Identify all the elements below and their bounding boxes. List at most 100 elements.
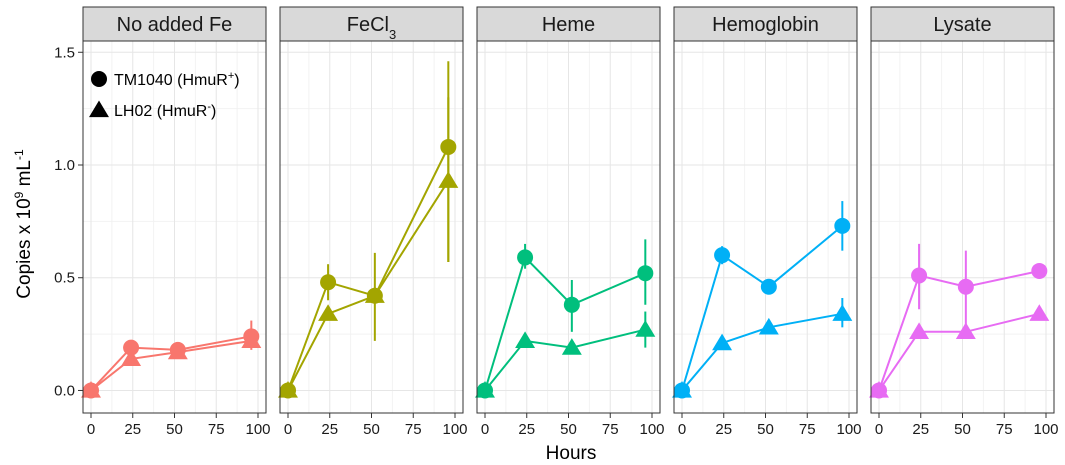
series-line <box>878 270 1040 391</box>
series-triangle <box>475 311 656 398</box>
data-point-triangle <box>909 322 930 339</box>
series-line <box>878 312 1040 392</box>
x-tick-label: 25 <box>912 421 929 438</box>
data-point-triangle <box>955 322 976 339</box>
y-tick-label: 0.0 <box>54 382 75 399</box>
data-point-triangle <box>672 380 692 398</box>
data-point-circle <box>911 267 928 284</box>
legend-entry-triangle: LH02 (HmuR-) <box>89 100 216 120</box>
data-point-circle <box>1031 262 1048 279</box>
x-tick-label: 50 <box>363 421 380 438</box>
data-point-triangle <box>475 380 495 398</box>
series-circle <box>674 201 851 399</box>
legend-label: TM1040 (HmuR+) <box>114 70 240 89</box>
data-point-circle <box>123 339 140 356</box>
panel-border <box>870 40 1055 414</box>
x-tick-label: 0 <box>87 421 95 438</box>
data-point-triangle <box>635 320 656 337</box>
legend-key-triangle <box>89 100 109 118</box>
x-tick-label: 100 <box>1033 421 1058 438</box>
data-point-triangle <box>278 380 298 398</box>
x-tick-label: 75 <box>405 421 422 438</box>
x-tick-label: 0 <box>481 421 489 438</box>
panel-lysate: Lysate 0 25 50 75 100 <box>869 6 1059 438</box>
series-line <box>681 225 843 391</box>
data-point-triangle <box>241 331 262 348</box>
x-tick-label: 75 <box>799 421 816 438</box>
series-triangle <box>81 331 262 398</box>
data-point-triangle <box>81 380 101 398</box>
panel-border <box>279 40 464 414</box>
data-point-triangle <box>869 380 889 398</box>
data-point-circle <box>517 249 534 266</box>
x-tick-label: 0 <box>678 421 686 438</box>
x-tick-label: 75 <box>602 421 619 438</box>
series-line <box>90 339 252 392</box>
y-tick-label: 1.5 <box>54 44 75 61</box>
panel-border <box>673 40 858 414</box>
x-tick-label: 25 <box>518 421 535 438</box>
y-tick-label: 1.0 <box>54 157 75 174</box>
data-point-circle <box>957 278 974 295</box>
series-line <box>90 335 252 392</box>
data-point-triangle <box>712 333 733 351</box>
x-tick-label: 25 <box>321 421 338 438</box>
data-point-triangle <box>758 317 779 335</box>
y-tick-label: 0.5 <box>54 270 75 287</box>
series-triangle <box>672 298 853 398</box>
panel-strip <box>82 6 267 42</box>
data-point-circle <box>637 265 654 282</box>
series-triangle <box>869 304 1050 398</box>
panel-strip <box>673 6 858 42</box>
legend-key-circle <box>91 71 107 87</box>
panel-border <box>476 40 661 414</box>
panel-strip <box>279 6 464 42</box>
panel-strip-label: No added Fe <box>117 14 233 36</box>
series-circle <box>871 243 1048 399</box>
x-axis-title: Hours <box>546 443 597 464</box>
x-tick-label: 100 <box>245 421 270 438</box>
panel-border <box>82 40 267 414</box>
data-point-triangle <box>515 331 536 348</box>
legend-entry-circle: TM1040 (HmuR+) <box>91 70 240 89</box>
data-point-triangle <box>364 286 385 303</box>
series-line <box>484 328 646 392</box>
data-point-circle <box>714 247 731 264</box>
data-point-circle <box>760 278 777 295</box>
x-tick-label: 75 <box>996 421 1013 438</box>
legend: TM1040 (HmuR+) LH02 (HmuR-) <box>89 70 240 120</box>
data-point-triangle <box>121 349 142 367</box>
series-triangle <box>278 97 459 398</box>
legend-label: LH02 (HmuR-) <box>114 101 216 120</box>
x-tick-label: 50 <box>954 421 971 438</box>
data-point-triangle <box>438 171 459 188</box>
x-tick-label: 100 <box>639 421 664 438</box>
x-tick-label: 0 <box>284 421 292 438</box>
panel-fecl: FeCl3 0 25 50 75 100 <box>278 6 468 438</box>
panel-strip-label: FeCl3 <box>347 14 396 42</box>
data-point-circle <box>834 217 851 234</box>
x-tick-label: 25 <box>715 421 732 438</box>
panel-strip <box>476 6 661 42</box>
x-tick-label: 100 <box>442 421 467 438</box>
series-line <box>681 312 843 392</box>
panel-strip <box>870 6 1055 42</box>
data-point-triangle <box>318 304 339 321</box>
data-point-triangle <box>167 342 188 360</box>
series-line <box>484 255 646 391</box>
panel-strip-label: Lysate <box>933 14 991 36</box>
data-point-triangle <box>832 304 853 321</box>
series-line <box>287 180 450 391</box>
panel-no-added-fe: No added Fe 0 25 50 75 100 <box>81 6 271 438</box>
x-tick-label: 50 <box>560 421 577 438</box>
x-tick-label: 0 <box>875 421 883 438</box>
data-point-circle <box>563 296 580 313</box>
panel-strip-label: Hemoglobin <box>712 14 819 36</box>
axes-layer: Hours Copies x 109 mL-1 0.0 0.5 1.0 1.5 <box>12 44 596 464</box>
y-axis-title: Copies x 109 mL-1 <box>12 149 35 299</box>
panel-strip-label: Heme <box>542 14 595 36</box>
x-tick-label: 50 <box>757 421 774 438</box>
panel-heme: Heme 0 25 50 75 100 <box>475 6 665 438</box>
x-tick-label: 25 <box>124 421 141 438</box>
